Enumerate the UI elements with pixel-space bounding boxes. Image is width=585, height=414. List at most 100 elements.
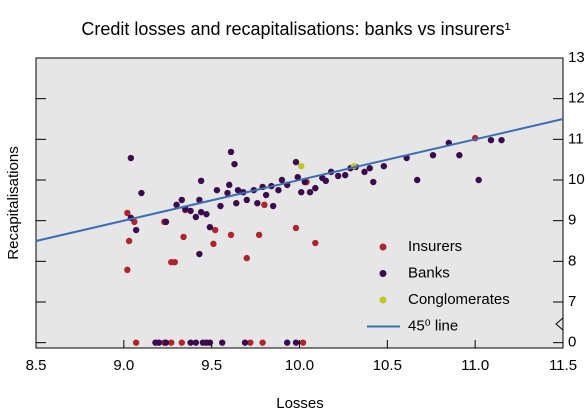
y-axis-label: Recapitalisations xyxy=(5,146,22,259)
point xyxy=(292,339,300,346)
point xyxy=(341,171,349,179)
point xyxy=(178,196,186,204)
point xyxy=(227,148,235,156)
x-tick-label: 9.0 xyxy=(113,357,134,374)
point xyxy=(132,226,140,234)
point xyxy=(298,162,305,170)
y-tick-label: 12 xyxy=(568,90,585,107)
y-tick-label: 10 xyxy=(568,171,585,188)
x-tick-label: 8.5 xyxy=(26,357,47,374)
point xyxy=(231,160,238,168)
point xyxy=(168,339,175,346)
point xyxy=(206,223,214,231)
x-tick-label: 11.5 xyxy=(549,357,577,374)
legend-swatch xyxy=(379,296,387,304)
point xyxy=(241,339,249,346)
point xyxy=(127,154,135,162)
point xyxy=(322,177,330,185)
point xyxy=(361,168,368,176)
point xyxy=(429,151,437,159)
y-tick-label: 11 xyxy=(568,130,584,147)
y-tick-label: 8 xyxy=(568,252,576,269)
point xyxy=(196,250,203,258)
point xyxy=(124,209,131,217)
point xyxy=(294,173,301,181)
x-axis-label: Losses xyxy=(276,395,324,412)
reference-line xyxy=(35,118,564,242)
chart-title: Credit losses and recapitalisations: ban… xyxy=(81,19,510,39)
legend-swatch xyxy=(379,243,387,251)
point xyxy=(162,218,170,226)
point xyxy=(224,189,231,197)
point xyxy=(380,162,388,170)
x-tick-label: 10.5 xyxy=(373,357,402,374)
point xyxy=(206,339,214,346)
legend-label: Banks xyxy=(408,264,450,281)
point xyxy=(213,186,221,194)
point xyxy=(234,186,242,194)
point xyxy=(187,207,194,215)
point xyxy=(178,339,186,346)
y-tick-label: 9 xyxy=(568,212,576,229)
point xyxy=(138,189,145,197)
point xyxy=(180,233,187,241)
point xyxy=(262,191,270,199)
point xyxy=(312,184,319,192)
point xyxy=(192,339,200,346)
legend-label: Insurers xyxy=(408,238,462,255)
point xyxy=(187,339,194,346)
point xyxy=(196,196,203,204)
point xyxy=(173,201,180,209)
point xyxy=(226,181,233,189)
point xyxy=(254,199,261,207)
point xyxy=(284,339,291,346)
point xyxy=(306,189,314,196)
point xyxy=(366,165,373,172)
point xyxy=(171,258,178,266)
point xyxy=(197,208,205,216)
point xyxy=(475,176,482,184)
point xyxy=(292,158,300,166)
point xyxy=(299,339,307,346)
point xyxy=(413,176,421,184)
legend-swatch xyxy=(379,270,387,277)
x-tick-label: 11.0 xyxy=(461,357,489,374)
point xyxy=(155,339,163,346)
point xyxy=(211,226,219,234)
point xyxy=(259,339,266,346)
point xyxy=(132,339,140,346)
point xyxy=(227,231,235,239)
point xyxy=(243,196,250,204)
point xyxy=(210,240,217,248)
point xyxy=(162,339,170,346)
point xyxy=(334,172,342,180)
point xyxy=(203,210,210,218)
point xyxy=(301,178,308,186)
point xyxy=(217,202,224,210)
point xyxy=(261,201,268,209)
point xyxy=(243,254,250,262)
point xyxy=(292,224,300,232)
y-tick-label: 0 xyxy=(568,334,576,351)
point xyxy=(233,199,240,207)
point xyxy=(278,176,286,184)
point xyxy=(197,177,205,185)
axis-break xyxy=(555,317,564,331)
point xyxy=(487,136,495,144)
point xyxy=(124,266,131,274)
point xyxy=(219,339,226,346)
legend-label: 45⁰ line xyxy=(408,317,458,334)
point xyxy=(125,237,133,245)
point xyxy=(247,339,254,346)
point xyxy=(255,231,263,239)
point xyxy=(456,151,463,159)
point xyxy=(192,213,200,221)
y-tick-label: 7 xyxy=(568,293,576,310)
point xyxy=(312,239,319,247)
legend xyxy=(362,234,552,342)
point xyxy=(275,186,282,194)
x-tick-label: 9.5 xyxy=(201,357,222,374)
y-tick-label: 13 xyxy=(568,49,585,66)
x-tick-label: 10.0 xyxy=(285,357,314,374)
